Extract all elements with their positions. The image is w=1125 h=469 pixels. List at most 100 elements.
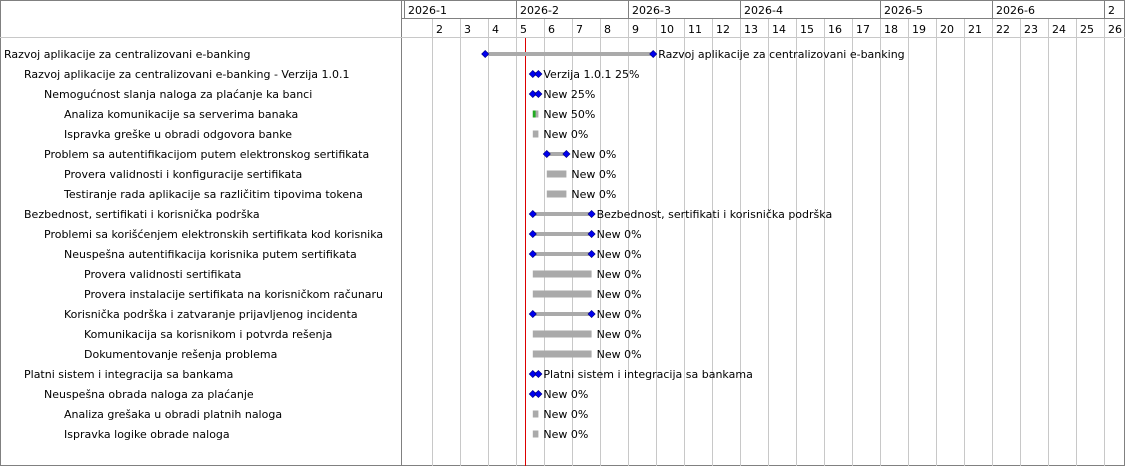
summary-start-marker bbox=[528, 309, 537, 319]
week-tick-label: 24 bbox=[1052, 23, 1066, 36]
week-tick-label: 23 bbox=[1024, 23, 1038, 36]
summary-end-marker bbox=[649, 49, 658, 59]
task-name: Problem sa autentifikacijom putem elektr… bbox=[44, 148, 369, 161]
summary-bar bbox=[532, 252, 592, 256]
week-tick-label: 26 bbox=[1108, 23, 1122, 36]
week-tick-label: 7 bbox=[576, 23, 583, 36]
summary-end-marker bbox=[587, 249, 596, 259]
task-name: Analiza komunikacije sa serverima banaka bbox=[64, 108, 298, 121]
task-bar bbox=[532, 290, 592, 298]
task-progress bbox=[532, 110, 536, 118]
summary-start-marker bbox=[528, 69, 537, 79]
week-tick-label: 22 bbox=[996, 23, 1010, 36]
task-status-label: New 25% bbox=[543, 88, 595, 101]
task-status-label: New 50% bbox=[543, 108, 595, 121]
task-name: Provera validnosti sertifikata bbox=[84, 268, 241, 281]
task-status-label: New 0% bbox=[571, 188, 616, 201]
task-status-label: Verzija 1.0.1 25% bbox=[543, 68, 639, 81]
task-name: Dokumentovanje rešenja problema bbox=[84, 348, 277, 361]
task-bar bbox=[532, 430, 539, 438]
summary-end-marker bbox=[534, 369, 543, 379]
week-tick-label: 25 bbox=[1080, 23, 1094, 36]
task-bar bbox=[532, 130, 539, 138]
month-label: 2 bbox=[1108, 4, 1115, 17]
task-status-label: Platni sistem i integracija sa bankama bbox=[543, 368, 752, 381]
summary-start-marker bbox=[542, 149, 551, 159]
task-bar bbox=[532, 410, 539, 418]
week-tick-label: 2 bbox=[436, 23, 443, 36]
summary-start-marker bbox=[528, 89, 537, 99]
task-bar bbox=[546, 190, 567, 198]
month-label: 2026-2 bbox=[520, 4, 559, 17]
summary-end-marker bbox=[587, 209, 596, 219]
task-name: Razvoj aplikacije za centralizovani e-ba… bbox=[24, 68, 350, 81]
task-status-label: New 0% bbox=[597, 268, 642, 281]
task-name: Testiranje rada aplikacije sa različitim… bbox=[63, 188, 363, 201]
week-tick-label: 6 bbox=[548, 23, 555, 36]
task-bar bbox=[546, 170, 567, 178]
week-tick-label: 10 bbox=[660, 23, 674, 36]
month-label: 2026-1 bbox=[408, 4, 447, 17]
summary-start-marker bbox=[481, 49, 490, 59]
task-name: Bezbednost, sertifikati i korisnička pod… bbox=[24, 208, 260, 221]
task-status-label: Bezbednost, sertifikati i korisnička pod… bbox=[597, 208, 833, 221]
summary-start-marker bbox=[528, 369, 537, 379]
week-tick-label: 9 bbox=[632, 23, 639, 36]
task-status-label: New 0% bbox=[597, 348, 642, 361]
task-status-label: New 0% bbox=[597, 328, 642, 341]
task-name: Razvoj aplikacije za centralizovani e-ba… bbox=[4, 48, 250, 61]
task-status-label: New 0% bbox=[543, 128, 588, 141]
task-status-label: New 0% bbox=[597, 308, 642, 321]
task-name: Komunikacija sa korisnikom i potvrda reš… bbox=[84, 328, 332, 341]
month-label: 2026-5 bbox=[884, 4, 923, 17]
task-name: Nemogućnost slanja naloga za plaćanje ka… bbox=[44, 88, 312, 101]
week-tick-label: 19 bbox=[912, 23, 926, 36]
task-name: Analiza grešaka u obradi platnih naloga bbox=[64, 408, 282, 421]
summary-bar bbox=[532, 212, 592, 216]
week-tick-label: 14 bbox=[772, 23, 786, 36]
summary-bar bbox=[485, 52, 654, 56]
task-status-label: New 0% bbox=[597, 248, 642, 261]
task-name: Provera instalacije sertifikata na koris… bbox=[84, 288, 383, 301]
week-tick-label: 15 bbox=[800, 23, 814, 36]
task-name: Platni sistem i integracija sa bankama bbox=[24, 368, 233, 381]
task-status-label: New 0% bbox=[543, 388, 588, 401]
week-tick-label: 20 bbox=[940, 23, 954, 36]
task-status-label: New 0% bbox=[571, 168, 616, 181]
summary-bar bbox=[532, 312, 592, 316]
summary-start-marker bbox=[528, 249, 537, 259]
task-bar bbox=[532, 350, 592, 358]
week-tick-label: 3 bbox=[464, 23, 471, 36]
month-label: 2026-6 bbox=[996, 4, 1035, 17]
task-status-label: New 0% bbox=[571, 148, 616, 161]
summary-start-marker bbox=[528, 229, 537, 239]
week-tick-label: 16 bbox=[828, 23, 842, 36]
summary-end-marker bbox=[587, 229, 596, 239]
summary-bar bbox=[532, 232, 592, 236]
task-name: Korisnička podrška i zatvaranje prijavlj… bbox=[64, 308, 358, 321]
summary-bar bbox=[546, 152, 567, 156]
task-name: Provera validnosti i konfiguracije serti… bbox=[64, 168, 302, 181]
task-name: Ispravka logike obrade naloga bbox=[64, 428, 230, 441]
summary-end-marker bbox=[534, 89, 543, 99]
week-tick-label: 11 bbox=[688, 23, 702, 36]
task-name: Ispravka greške u obradi odgovora banke bbox=[64, 128, 292, 141]
summary-start-marker bbox=[528, 389, 537, 399]
task-status-label: Razvoj aplikacije za centralizovani e-ba… bbox=[658, 48, 904, 61]
task-name: Problemi sa korišćenjem elektronskih ser… bbox=[44, 228, 383, 241]
task-status-label: New 0% bbox=[597, 228, 642, 241]
week-tick-label: 5 bbox=[520, 23, 527, 36]
week-tick-label: 21 bbox=[968, 23, 982, 36]
week-tick-label: 12 bbox=[716, 23, 730, 36]
task-bar bbox=[532, 270, 592, 278]
week-tick-label: 4 bbox=[492, 23, 499, 36]
month-label: 2026-4 bbox=[744, 4, 783, 17]
summary-end-marker bbox=[534, 389, 543, 399]
week-tick-label: 13 bbox=[744, 23, 758, 36]
week-tick-label: 17 bbox=[856, 23, 870, 36]
task-status-label: New 0% bbox=[597, 288, 642, 301]
task-status-label: New 0% bbox=[543, 428, 588, 441]
summary-end-marker bbox=[562, 149, 571, 159]
